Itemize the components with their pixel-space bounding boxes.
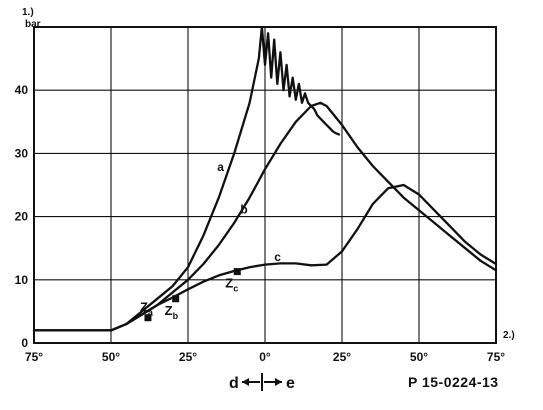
curve-label-a: a — [217, 160, 224, 174]
curves-layer: a b c — [32, 25, 498, 332]
right-arrow-head — [275, 378, 282, 386]
x-tick-label: 75° — [487, 350, 505, 364]
curve-b — [32, 101, 498, 332]
point-label-za: Za — [140, 300, 154, 318]
y-tick-label: 30 — [15, 146, 29, 160]
x-tick-label: 50° — [410, 350, 428, 364]
point-zb — [172, 295, 180, 303]
direction-label-d: d — [229, 375, 239, 392]
grid-layer — [33, 27, 497, 344]
x-axis-unit-label: 2.) — [503, 330, 515, 341]
curve-label-c: c — [274, 250, 281, 264]
point-label-zc: Zc — [225, 276, 238, 294]
x-tick-label: 25° — [179, 350, 197, 364]
curve-c — [32, 183, 498, 332]
x-tick-label: 0° — [259, 350, 271, 364]
points-layer: Za Zb Zc — [140, 268, 241, 322]
plot-frame — [33, 26, 497, 344]
x-tick-label: 50° — [102, 350, 120, 364]
point-label-zb: Zb — [165, 303, 179, 321]
axis-layer: 0 10 20 30 40 75° 50° 25° 0° 25° 50° 75° 1.)bar 2.) — [15, 7, 515, 364]
point-za — [144, 314, 152, 322]
y-tick-label: 40 — [15, 83, 29, 97]
y-tick-label: 20 — [15, 210, 29, 224]
figure-code: P 15-0224-13 — [408, 374, 499, 390]
left-arrow-head — [242, 378, 249, 386]
x-tick-label: 25° — [333, 350, 351, 364]
y-tick-label: 0 — [21, 336, 28, 350]
direction-label-e: e — [286, 375, 295, 392]
curve-label-b: b — [240, 202, 247, 216]
curve-a — [32, 25, 341, 332]
x-tick-label: 75° — [25, 350, 43, 364]
footer-layer: d e P 15-0224-13 — [229, 373, 499, 392]
point-zc — [233, 268, 241, 276]
y-tick-label: 10 — [15, 273, 29, 287]
y-axis-unit-label: bar — [25, 19, 41, 30]
y-axis-unit-label: 1.) — [22, 7, 34, 18]
